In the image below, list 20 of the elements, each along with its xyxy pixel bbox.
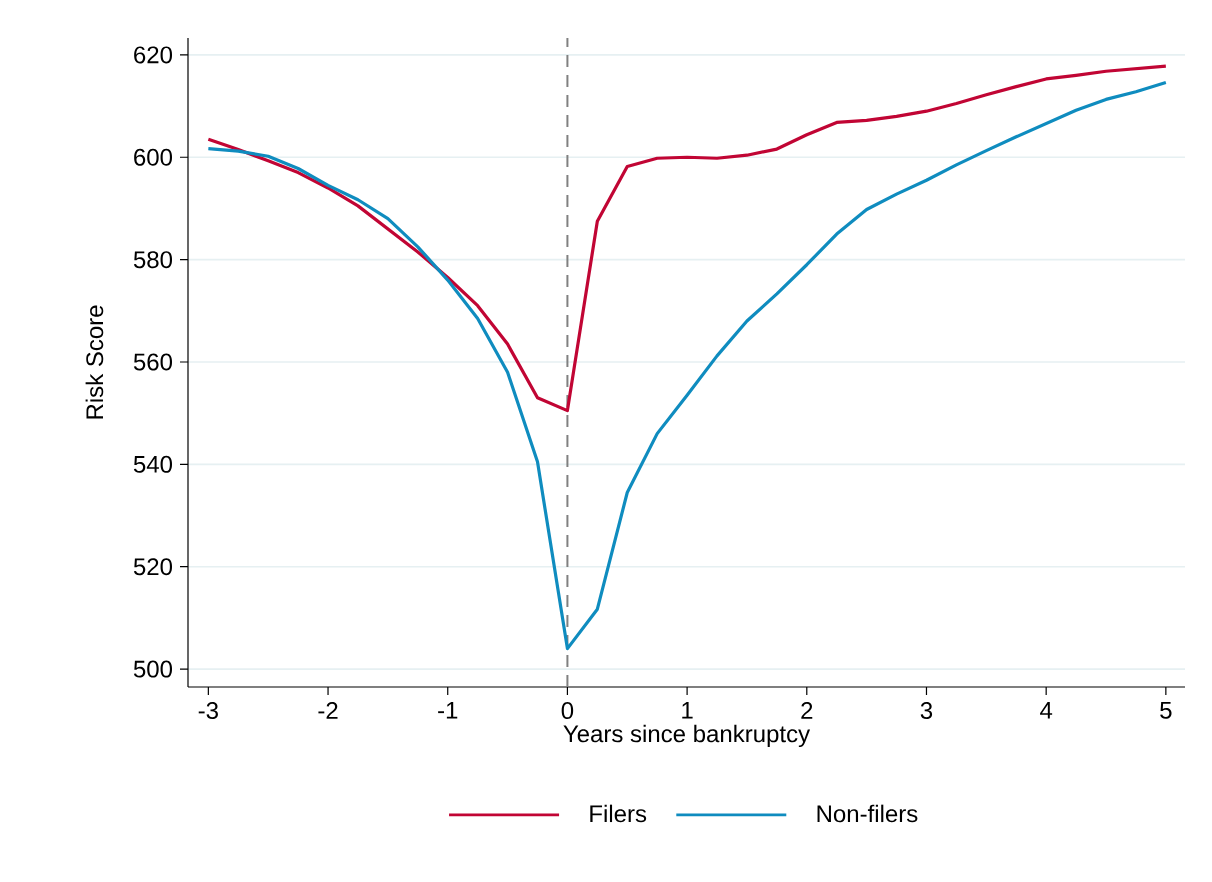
- y-axis-title: Risk Score: [85, 305, 104, 419]
- y-tick-label: 540: [133, 455, 173, 473]
- x-tick-label: 5: [1160, 702, 1172, 719]
- y-tick-label: 580: [133, 251, 173, 269]
- y-tick-label: 560: [133, 353, 173, 371]
- x-tick-label: 2: [801, 702, 813, 719]
- y-tick-label: 500: [133, 660, 173, 678]
- x-tick-label: 0: [561, 702, 574, 720]
- x-tick-label: 4: [1040, 702, 1053, 719]
- x-tick-label: -1: [438, 702, 458, 719]
- y-tick-label: 520: [133, 558, 173, 576]
- legend-label: Filers: [590, 804, 647, 823]
- y-tick-label: 620: [134, 46, 173, 64]
- x-tick-label: 1: [682, 702, 693, 719]
- x-tick-label: 3: [920, 702, 933, 720]
- x-tick-label: -2: [318, 702, 338, 719]
- y-tick-label: 600: [134, 148, 173, 166]
- legend-label: Non-filers: [817, 804, 918, 823]
- x-tick-label: -3: [198, 702, 218, 720]
- x-axis-title: Years since bankruptcy: [563, 724, 811, 748]
